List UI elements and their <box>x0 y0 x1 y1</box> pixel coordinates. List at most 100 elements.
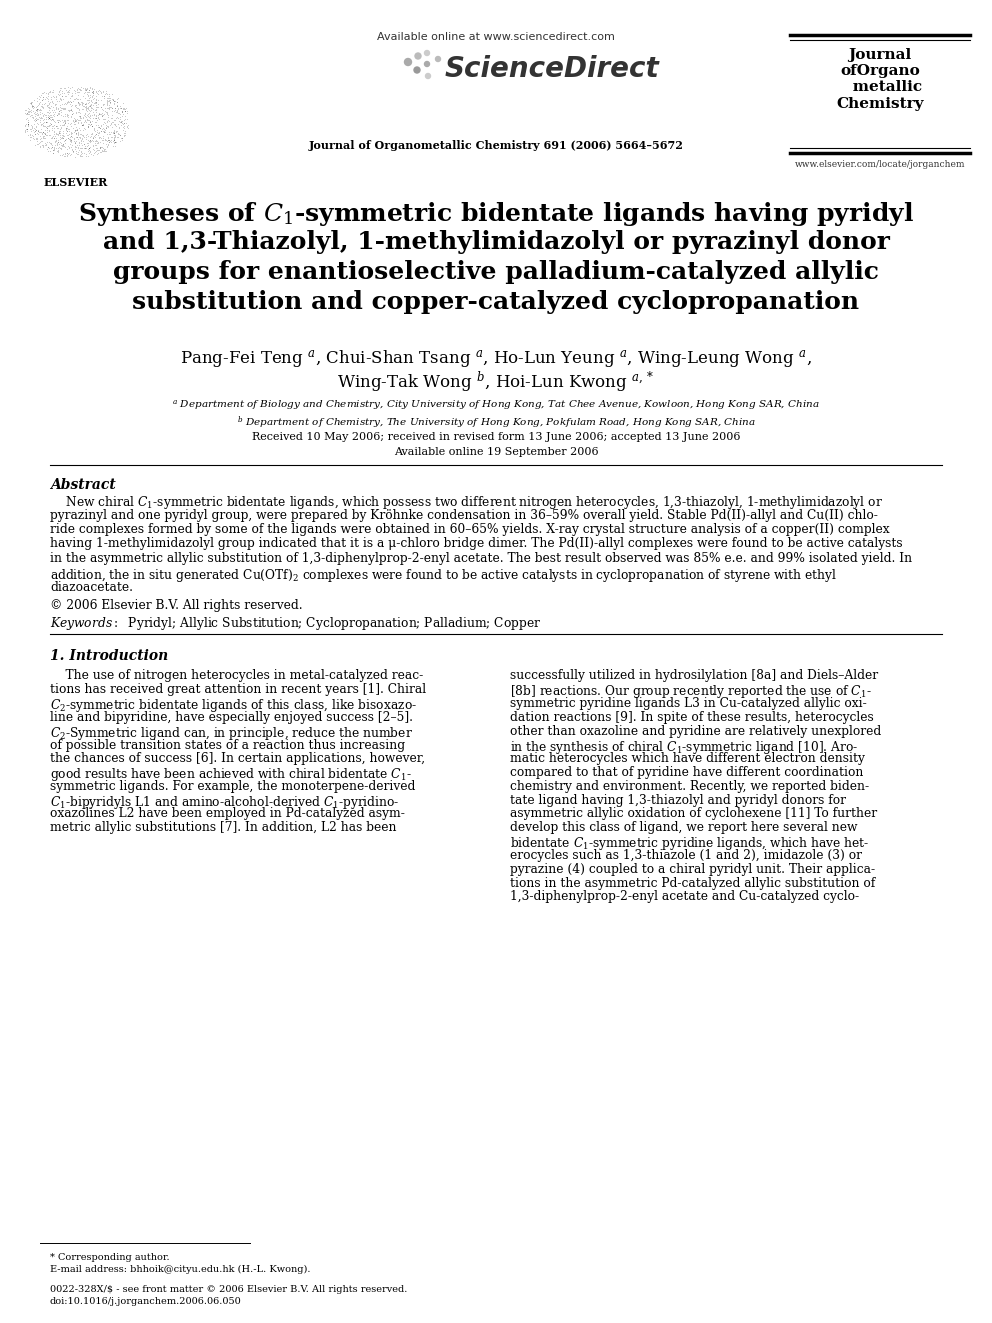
Point <box>71 106 87 127</box>
Point <box>99 136 115 157</box>
Point <box>23 93 39 114</box>
Point <box>92 97 108 118</box>
Point <box>82 91 98 112</box>
Point <box>107 131 123 152</box>
Point <box>95 127 111 148</box>
Point <box>70 110 86 131</box>
Point <box>82 98 98 119</box>
Point <box>58 103 73 124</box>
Point <box>114 101 130 122</box>
Point <box>88 97 104 118</box>
Point <box>119 101 135 122</box>
Circle shape <box>414 67 420 73</box>
Point <box>73 77 89 98</box>
Point <box>106 124 122 146</box>
Point <box>89 122 105 143</box>
Point <box>75 114 91 135</box>
Point <box>39 111 55 132</box>
Point <box>103 130 119 151</box>
Point <box>73 144 89 165</box>
Point <box>81 130 97 151</box>
Point <box>57 110 72 131</box>
Point <box>55 124 70 146</box>
Point <box>102 87 118 108</box>
Point <box>28 134 44 155</box>
Point <box>99 94 115 115</box>
Point <box>39 111 55 132</box>
Point <box>83 123 99 144</box>
Point <box>43 132 59 153</box>
Point <box>27 120 43 142</box>
Point <box>81 79 97 101</box>
Point <box>106 127 122 148</box>
Point <box>38 135 54 156</box>
Point <box>80 146 96 167</box>
Point <box>58 136 73 157</box>
Text: [8b] reactions. Our group recently reported the use of $C_1$-: [8b] reactions. Our group recently repor… <box>510 683 872 700</box>
Point <box>20 103 36 124</box>
Text: diazoacetate.: diazoacetate. <box>50 581 133 594</box>
Point <box>97 140 113 161</box>
Point <box>50 83 65 105</box>
Point <box>94 116 110 138</box>
Point <box>22 102 38 123</box>
Point <box>40 87 56 108</box>
Point <box>27 101 43 122</box>
Point <box>31 120 47 142</box>
Point <box>41 105 57 126</box>
Point <box>62 138 77 159</box>
Text: Syntheses of $C_1$-symmetric bidentate ligands having pyridyl: Syntheses of $C_1$-symmetric bidentate l… <box>78 200 914 228</box>
Point <box>20 101 36 122</box>
Text: New chiral $C_1$-symmetric bidentate ligands, which possess two different nitrog: New chiral $C_1$-symmetric bidentate lig… <box>50 493 883 511</box>
Point <box>73 138 89 159</box>
Text: * Corresponding author.: * Corresponding author. <box>50 1253 170 1262</box>
Point <box>96 120 112 142</box>
Point <box>95 130 111 151</box>
Point <box>46 118 62 139</box>
Point <box>74 93 90 114</box>
Point <box>100 134 116 155</box>
Point <box>82 106 98 127</box>
Point <box>33 85 49 106</box>
Point <box>90 97 106 118</box>
Point <box>17 122 33 143</box>
Point <box>32 122 48 143</box>
Point <box>103 116 119 138</box>
Point <box>92 136 108 157</box>
Point <box>76 134 92 155</box>
Point <box>30 130 46 151</box>
Point <box>70 132 86 153</box>
Point <box>114 128 130 149</box>
Point <box>100 105 116 126</box>
Point <box>56 93 71 114</box>
Point <box>46 143 62 164</box>
Point <box>55 82 70 103</box>
Point <box>71 82 87 103</box>
Point <box>77 146 93 167</box>
Point <box>69 97 85 118</box>
Point <box>110 127 126 148</box>
Point <box>48 131 63 152</box>
Point <box>68 123 84 144</box>
Point <box>94 98 110 119</box>
Point <box>30 98 46 119</box>
Point <box>35 97 51 118</box>
Point <box>69 143 85 164</box>
Point <box>75 85 91 106</box>
Point <box>92 131 108 152</box>
Point <box>80 116 96 138</box>
Point <box>41 115 57 136</box>
Point <box>48 130 63 151</box>
Point <box>67 122 83 143</box>
Point <box>87 126 103 147</box>
Point <box>24 91 40 112</box>
Point <box>23 106 39 127</box>
Point <box>72 107 88 128</box>
Point <box>112 124 128 146</box>
Point <box>71 99 87 120</box>
Point <box>81 139 97 160</box>
Point <box>95 138 111 159</box>
Point <box>99 83 115 105</box>
Point <box>94 106 110 127</box>
Point <box>94 130 110 151</box>
